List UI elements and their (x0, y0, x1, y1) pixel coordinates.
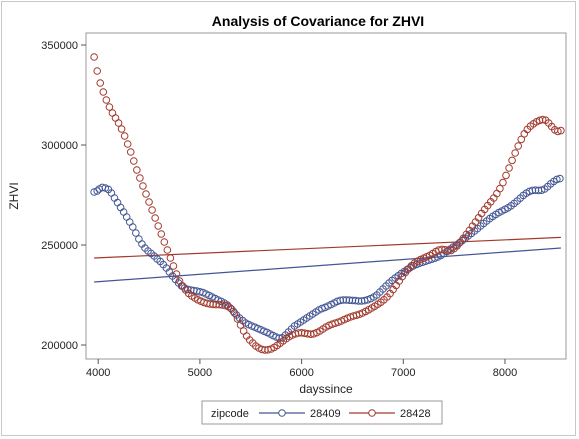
data-point-28428 (142, 190, 150, 198)
data-point-28428 (136, 174, 144, 182)
y-tick-label: 250000 (41, 240, 78, 252)
data-point-28428 (93, 67, 101, 75)
legend-label-28428: 28428 (400, 408, 431, 420)
data-point-28428 (96, 79, 105, 87)
y-tick-label: 300000 (41, 140, 78, 152)
legend-marker-28409 (278, 409, 286, 417)
x-axis: 4000 5000 6000 7000 8000 (86, 359, 517, 379)
data-point-28409 (128, 223, 137, 231)
data-point-28428 (514, 142, 523, 150)
legend-title: zipcode (211, 408, 249, 420)
data-point-28428 (163, 246, 172, 254)
data-point-28428 (145, 198, 153, 206)
data-point-28428 (169, 262, 178, 270)
y-axis-label: ZHVI (7, 182, 21, 209)
data-point-28428 (508, 156, 516, 165)
legend-box (201, 400, 443, 425)
legend: zipcode 28409 28428 (201, 400, 443, 425)
data-point-28428 (236, 321, 245, 329)
data-point-28428 (517, 135, 526, 144)
data-point-28428 (102, 96, 111, 104)
data-point-28409 (556, 174, 564, 183)
legend-label-28409: 28409 (310, 408, 341, 420)
data-point-28428 (172, 270, 181, 278)
data-point-28428 (505, 164, 513, 172)
data-point-28428 (133, 166, 141, 174)
data-point-28428 (230, 309, 239, 317)
data-point-28428 (157, 230, 166, 238)
data-point-28428 (139, 182, 147, 190)
data-points (90, 53, 565, 354)
data-point-28428 (117, 125, 126, 133)
data-point-28409 (93, 187, 101, 195)
data-point-28428 (511, 149, 519, 157)
fit-line-28409 (94, 247, 561, 283)
legend-marker-28428 (368, 409, 376, 417)
x-tick-label: 4000 (86, 367, 110, 379)
data-point-28428 (233, 315, 242, 323)
data-point-28428 (99, 88, 108, 96)
data-point-28428 (496, 184, 504, 193)
data-point-28428 (105, 103, 114, 111)
data-point-28428 (502, 171, 510, 180)
data-point-28428 (557, 126, 565, 135)
data-point-28428 (554, 127, 562, 136)
data-point-28428 (221, 301, 230, 310)
data-point-28428 (120, 132, 129, 140)
data-point-28428 (148, 206, 156, 214)
data-point-28428 (499, 178, 507, 187)
y-tick-label: 350000 (41, 40, 78, 52)
data-point-28428 (154, 222, 163, 230)
data-point-28428 (123, 140, 132, 148)
y-axis: 200000 250000 300000 350000 (41, 40, 86, 352)
x-axis-label: dayssince (299, 382, 353, 396)
data-point-28428 (129, 157, 138, 165)
chart-title: Analysis of Covariance for ZHVI (212, 13, 424, 29)
data-point-28428 (166, 254, 175, 262)
data-point-28428 (126, 148, 135, 156)
y-tick-label: 200000 (41, 340, 78, 352)
data-point-28409 (553, 175, 561, 184)
data-point-28428 (90, 53, 98, 61)
x-tick-label: 8000 (493, 367, 517, 379)
data-point-28409 (132, 229, 140, 237)
data-point-28409 (275, 334, 284, 343)
data-point-28428 (151, 214, 159, 222)
x-tick-label: 5000 (188, 367, 212, 379)
x-tick-label: 7000 (391, 367, 415, 379)
x-tick-label: 6000 (289, 367, 313, 379)
data-point-28428 (114, 119, 123, 127)
data-point-28428 (160, 238, 169, 246)
data-point-28428 (538, 115, 547, 124)
